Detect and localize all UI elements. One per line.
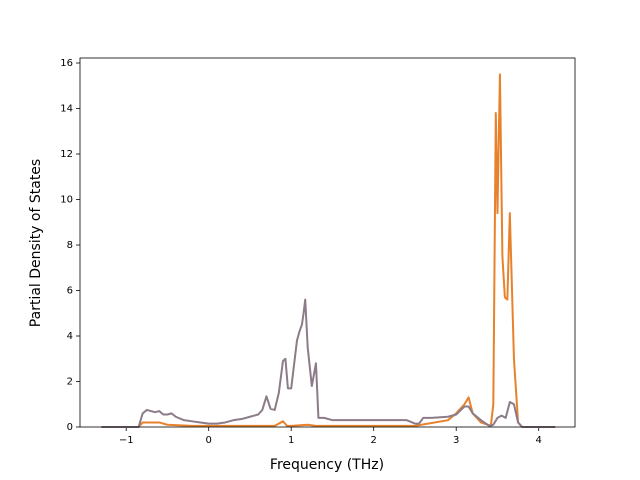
y-tick-label: 14 [60, 104, 73, 115]
x-axis-label: Frequency (THz) [270, 457, 384, 473]
y-tick-label: 16 [60, 58, 73, 69]
y-tick-label: 0 [67, 422, 73, 433]
x-tick-label: −1 [119, 435, 134, 446]
y-axis-label: Partial Density of States [28, 159, 44, 327]
y-tick-label: 2 [67, 377, 73, 388]
x-tick-label: 0 [206, 435, 212, 446]
series-line [101, 73, 556, 428]
y-tick-label: 4 [67, 331, 73, 342]
x-tick-label: 2 [371, 435, 377, 446]
x-tick-label: 4 [536, 435, 542, 446]
series-line [101, 298, 556, 428]
y-tick-label: 8 [67, 240, 73, 251]
y-tick-label: 12 [60, 149, 73, 160]
plot-frame [79, 57, 576, 428]
x-tick-label: 3 [453, 435, 459, 446]
y-tick-label: 10 [60, 195, 73, 206]
y-tick-label: 6 [67, 286, 73, 297]
x-tick-label: 1 [288, 435, 294, 446]
